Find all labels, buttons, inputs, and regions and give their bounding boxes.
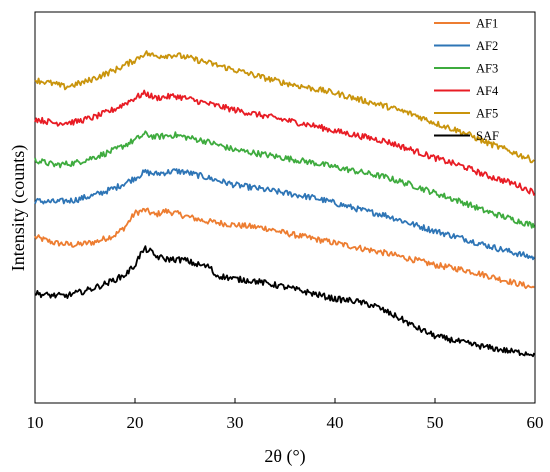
series-line-af5 xyxy=(34,50,535,164)
series-line-af4 xyxy=(34,89,536,196)
legend-label-af1: AF1 xyxy=(476,17,498,31)
series-line-saf xyxy=(34,245,536,358)
legend-label-af3: AF3 xyxy=(476,62,498,76)
x-tick-label-30: 30 xyxy=(227,413,244,432)
y-axis-title: Intensity (counts) xyxy=(8,145,29,271)
legend-label-af2: AF2 xyxy=(476,39,498,53)
x-axis-ticks: 10 20 30 40 50 60 xyxy=(27,398,544,432)
legend-label-af4: AF4 xyxy=(476,84,499,98)
x-tick-label-50: 50 xyxy=(427,413,444,432)
legend: AF1 AF2 AF3 AF4 AF5 SAF xyxy=(434,17,499,143)
legend-label-af5: AF5 xyxy=(476,107,498,121)
x-tick-label-10: 10 xyxy=(27,413,44,432)
x-tick-label-20: 20 xyxy=(127,413,144,432)
x-tick-label-60: 60 xyxy=(527,413,544,432)
x-tick-label-40: 40 xyxy=(327,413,344,432)
series-line-af2 xyxy=(34,168,536,261)
series-layer xyxy=(34,50,536,358)
plot-frame xyxy=(34,11,536,404)
series-line-af1 xyxy=(34,207,535,290)
x-axis-title: 2θ (°) xyxy=(264,446,305,467)
legend-label-saf: SAF xyxy=(476,129,499,143)
series-line-af3 xyxy=(34,130,536,229)
